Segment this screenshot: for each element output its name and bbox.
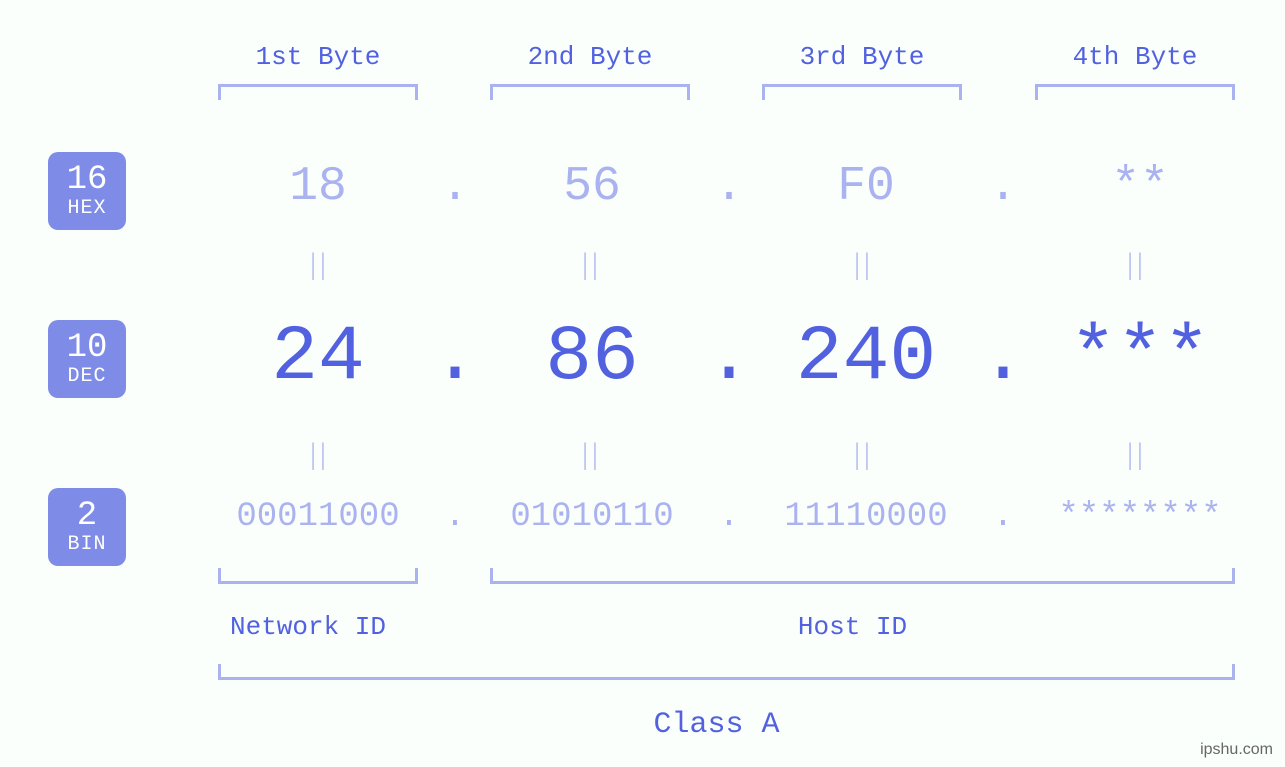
- dec-sep-1: .: [428, 314, 482, 402]
- hex-byte-1: 18: [208, 160, 428, 214]
- dec-sep-3: .: [976, 314, 1030, 402]
- class-bracket: [218, 664, 1235, 680]
- badge-dec-number: 10: [67, 331, 108, 365]
- hex-sep-1: .: [428, 160, 482, 214]
- byte-bracket-1: [218, 84, 418, 100]
- host-id-label: Host ID: [480, 612, 1225, 642]
- hex-byte-4: **: [1030, 160, 1250, 214]
- byte-header-1: 1st Byte: [208, 42, 428, 72]
- badge-bin: 2 BIN: [48, 488, 126, 566]
- bin-byte-1: 00011000: [208, 498, 428, 536]
- byte-header-2: 2nd Byte: [480, 42, 700, 72]
- bin-sep-3: .: [976, 498, 1030, 536]
- eq-dec-bin-4: ||: [1075, 440, 1196, 474]
- eq-hex-dec-1: ||: [258, 250, 379, 284]
- badge-dec: 10 DEC: [48, 320, 126, 398]
- hex-byte-3: F0: [756, 160, 976, 214]
- bin-byte-2: 01010110: [482, 498, 702, 536]
- dec-sep-2: .: [702, 314, 756, 402]
- network-id-bracket: [218, 568, 418, 584]
- dec-byte-1: 24: [208, 314, 428, 402]
- hex-byte-2: 56: [482, 160, 702, 214]
- eq-hex-dec-2: ||: [530, 250, 651, 284]
- badge-bin-label: BIN: [67, 535, 106, 555]
- hex-row: 18 . 56 . F0 . **: [208, 160, 1268, 214]
- byte-bracket-4: [1035, 84, 1235, 100]
- byte-header-3: 3rd Byte: [752, 42, 972, 72]
- byte-bracket-2: [490, 84, 690, 100]
- dec-row: 24 . 86 . 240 . ***: [208, 314, 1268, 402]
- eq-hex-dec-4: ||: [1075, 250, 1196, 284]
- badge-hex: 16 HEX: [48, 152, 126, 230]
- dec-byte-2: 86: [482, 314, 702, 402]
- bin-sep-2: .: [702, 498, 756, 536]
- eq-hex-dec-3: ||: [802, 250, 923, 284]
- bin-sep-1: .: [428, 498, 482, 536]
- eq-dec-bin-1: ||: [258, 440, 379, 474]
- watermark: ipshu.com: [1200, 741, 1273, 759]
- hex-sep-3: .: [976, 160, 1030, 214]
- network-id-label: Network ID: [208, 612, 408, 642]
- dec-byte-3: 240: [756, 314, 976, 402]
- badge-bin-number: 2: [77, 499, 97, 533]
- eq-dec-bin-3: ||: [802, 440, 923, 474]
- class-label: Class A: [208, 708, 1225, 742]
- eq-dec-bin-2: ||: [530, 440, 651, 474]
- bin-byte-4: ********: [1030, 498, 1250, 536]
- badge-dec-label: DEC: [67, 367, 106, 387]
- badge-hex-label: HEX: [67, 199, 106, 219]
- badge-hex-number: 16: [67, 163, 108, 197]
- bin-byte-3: 11110000: [756, 498, 976, 536]
- host-id-bracket: [490, 568, 1235, 584]
- byte-bracket-3: [762, 84, 962, 100]
- bin-row: 00011000 . 01010110 . 11110000 . *******…: [208, 498, 1268, 536]
- byte-header-4: 4th Byte: [1025, 42, 1245, 72]
- hex-sep-2: .: [702, 160, 756, 214]
- dec-byte-4: ***: [1030, 314, 1250, 402]
